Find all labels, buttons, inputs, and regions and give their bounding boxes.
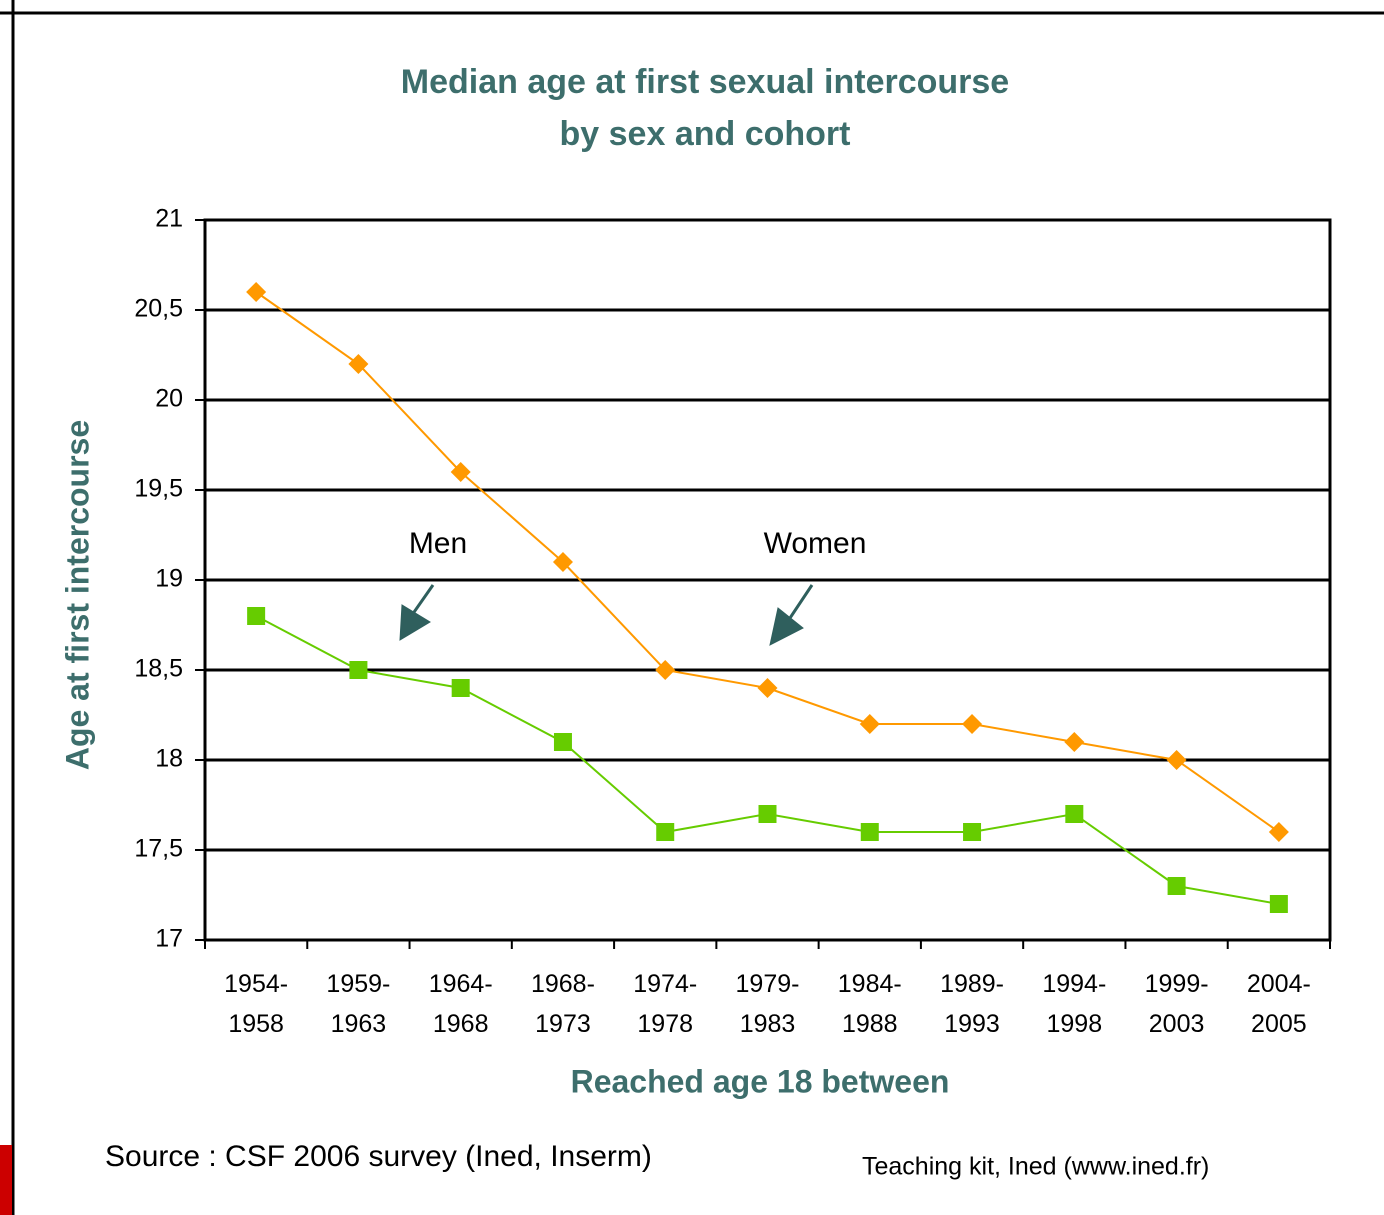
women-annotation: Women (764, 527, 867, 560)
x-tick-label: 1999- 2003 (1145, 970, 1209, 1038)
arrow-head (399, 604, 431, 641)
x-tick-line: 1979- (736, 970, 800, 998)
x-tick-label: 1968- 1973 (531, 970, 595, 1038)
marker (1166, 750, 1187, 770)
y-tick-label: 18,5 (134, 655, 183, 683)
marker (1268, 822, 1289, 842)
x-tick-line: 1964- (429, 970, 493, 998)
x-tick-line: 1998 (1047, 1010, 1103, 1038)
marker (450, 462, 471, 482)
marker (1065, 805, 1084, 823)
y-tick-label: 19,5 (134, 475, 183, 503)
chart-subtitle: by sex and cohort (560, 115, 851, 153)
x-tick-line: 1973 (535, 1010, 591, 1038)
marker (757, 678, 778, 698)
marker (859, 714, 880, 734)
x-tick-line: 1984- (838, 970, 902, 998)
y-tick-label: 20 (155, 385, 183, 413)
corner-block (0, 1145, 12, 1215)
arrows (399, 584, 814, 646)
x-tick-line: 1978 (637, 1010, 693, 1038)
men-annotation: Men (409, 527, 467, 560)
marker (1064, 732, 1085, 752)
y-tick-label: 20,5 (134, 295, 183, 323)
marker (247, 607, 266, 625)
source: Source : CSF 2006 survey (Ined, Inserm) (105, 1140, 652, 1173)
x-tick-label: 1989- 1993 (940, 970, 1004, 1038)
y-tick-label: 17 (155, 925, 183, 953)
marker (349, 661, 368, 679)
marker (656, 823, 675, 841)
x-tick-line: 1988 (842, 1010, 898, 1038)
marker (963, 823, 982, 841)
x-tick-label: 1964- 1968 (429, 970, 493, 1038)
chart-title: Median age at first sexual intercourse (401, 63, 1009, 101)
x-tick-line: 1994- (1042, 970, 1106, 998)
marker (553, 733, 572, 751)
x-tick-label: 1954- 1958 (224, 970, 288, 1038)
y-tick-label: 17,5 (134, 835, 183, 863)
marker (246, 282, 267, 302)
x-tick-label: 1984- 1988 (838, 970, 902, 1038)
x-axis-title: Reached age 18 between (571, 1063, 950, 1099)
x-tick-label: 1994- 1998 (1042, 970, 1106, 1038)
marker (655, 660, 676, 680)
credit: Teaching kit, Ined (www.ined.fr) (862, 1153, 1209, 1181)
marker (860, 823, 879, 841)
x-tick-line: 2004- (1247, 970, 1311, 998)
arrow-shaft (410, 584, 435, 616)
x-tick-line: 1989- (940, 970, 1004, 998)
marker (451, 679, 470, 697)
y-axis-title: Age at first intercourse (59, 420, 95, 770)
x-tick-line: 2005 (1251, 1010, 1307, 1038)
marker (1269, 895, 1288, 913)
x-tick-line: 1958 (228, 1010, 284, 1038)
y-tick-label: 18 (155, 745, 183, 773)
marker (1167, 877, 1186, 895)
marker (552, 552, 573, 572)
x-tick-line: 1974- (633, 970, 697, 998)
x-tick-line: 1968 (433, 1010, 489, 1038)
x-tick-line: 1993 (944, 1010, 1000, 1038)
arrow-head (769, 607, 804, 646)
arrow-shaft (788, 584, 814, 619)
plot-frame (203, 218, 1332, 942)
marker (962, 714, 983, 734)
x-tick-label: 2004- 2005 (1247, 970, 1311, 1038)
x-tick-line: 1959- (326, 970, 390, 998)
marker (758, 805, 777, 823)
marker (348, 354, 369, 374)
y-tick-label: 21 (155, 205, 183, 233)
series-line (255, 291, 1280, 833)
y-tick-label: 19 (155, 565, 183, 593)
x-tick-label: 1959- 1963 (326, 970, 390, 1038)
x-tick-line: 1968- (531, 970, 595, 998)
x-tick-line: 2003 (1149, 1010, 1205, 1038)
x-tick-line: 1963 (331, 1010, 387, 1038)
x-tick-label: 1979- 1983 (736, 970, 800, 1038)
x-tick-line: 1954- (224, 970, 288, 998)
x-tick-line: 1983 (740, 1010, 796, 1038)
x-tick-label: 1974- 1978 (633, 970, 697, 1038)
x-tick-line: 1999- (1145, 970, 1209, 998)
